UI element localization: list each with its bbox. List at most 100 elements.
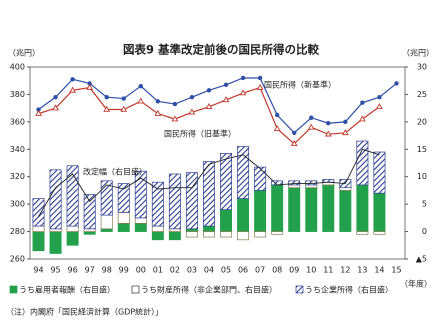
y2-tick-label: 10 [417,172,427,181]
bar [288,184,301,189]
bar [356,140,369,186]
legend-swatch [9,285,18,294]
bar [339,187,352,191]
x-tick-label: 99 [119,266,129,275]
x-tick-label: 05 [221,266,231,275]
bar [83,231,96,235]
y-tick-label: 280 [10,227,25,236]
bar [288,180,301,186]
x-tick-label: 14 [374,266,384,275]
bar [288,187,301,232]
marker [35,109,42,116]
marker [223,82,229,88]
marker [103,105,111,112]
bar [134,222,147,232]
bar [49,231,62,254]
line-label: 国民所得（旧基準） [164,129,236,139]
y-tick-label: 400 [10,63,25,72]
marker [69,86,76,93]
bar [220,153,232,210]
bar [117,183,130,213]
legend-swatch [295,285,304,294]
marker [53,94,58,100]
bar [49,169,62,230]
bar [185,231,198,238]
y-tick-label: 320 [10,172,25,181]
bar [356,184,369,232]
chart-title: 図表9 基準改定前後の国民所得の比較 [123,43,320,57]
bar [83,228,96,232]
marker [341,129,349,136]
bar [305,187,318,232]
x-tick-label: 11 [323,266,333,275]
marker [205,103,213,110]
bar [32,198,45,227]
marker [307,123,315,130]
marker [188,108,196,115]
bar [117,222,130,232]
bar [339,190,352,232]
marker [206,88,212,93]
marker [121,96,126,101]
bar [271,184,284,232]
marker [155,99,161,104]
bar [66,231,79,246]
line [38,148,380,217]
x-tick-label: 15 [391,266,401,275]
bar [66,165,79,227]
legend-label: うち企業所得（右目盛） [305,285,393,295]
marker [343,119,348,125]
x-tick-label: 97 [85,266,95,275]
bar [83,194,96,230]
marker [273,124,281,131]
marker [222,96,230,103]
x-tick-label: 03 [187,266,197,275]
marker [240,75,246,81]
bar [100,214,113,230]
marker [377,94,382,100]
marker [257,75,263,81]
bar [373,151,386,194]
marker [120,105,128,112]
marker [394,81,399,86]
y2-tick-label: 25 [417,90,427,99]
legend-label: うち雇用者報酬（右目盛） [19,285,115,295]
line-label: 国民所得（新基準） [264,80,336,90]
line [38,77,397,134]
bar [322,184,335,232]
y2-tick-label: 0 [422,227,427,236]
x-tick-label: 00 [136,266,146,275]
marker [86,83,94,90]
x-tick-label: 02 [170,266,180,275]
bar [203,231,215,238]
bar [220,209,232,232]
bar [151,231,164,241]
bar [32,231,45,252]
y2-tick-label: 30 [417,63,427,72]
y-tick-label: 380 [10,90,25,99]
note: （注）内閣府「国民経済計算（GDP統計）」 [6,307,163,317]
legend-swatch [131,285,140,294]
marker [324,130,332,137]
x-tick-label: 04 [204,266,214,275]
bar [237,198,250,232]
marker [138,84,143,89]
x-tick-label: 12 [340,266,350,275]
x-tick-label: 10 [306,266,316,275]
bar [117,212,130,224]
y2-tick-label: 15 [417,145,427,154]
x-tick-label: 98 [102,266,112,275]
x-tick-label: 95 [50,266,60,275]
bar [220,231,232,238]
marker [172,101,178,107]
marker [256,83,264,90]
bar [203,161,215,227]
bar [168,228,181,232]
y-axis-unit: （兆円） [8,48,40,58]
bar [203,225,215,232]
bar [32,225,45,232]
x-tick-label: 06 [238,266,248,275]
x-tick-label: 08 [272,266,282,275]
y-tick-label: 340 [10,145,25,154]
